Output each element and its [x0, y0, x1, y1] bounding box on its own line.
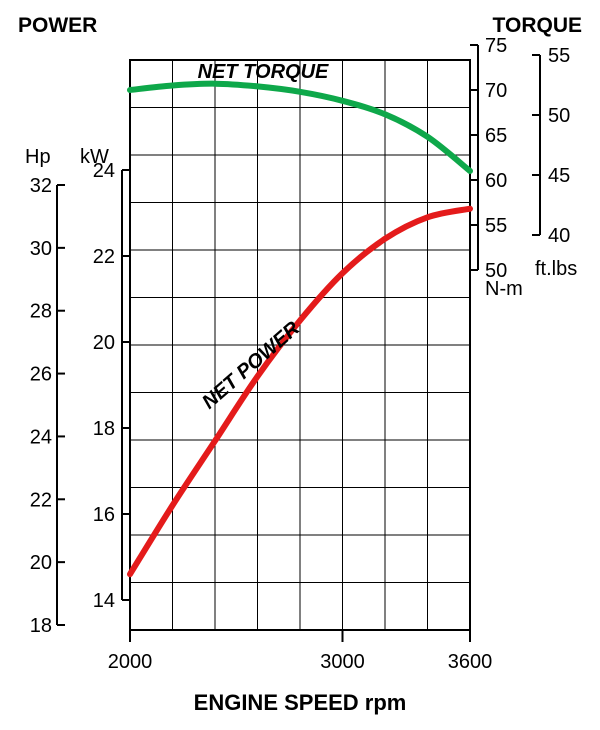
axis-tick-label: 75 — [485, 35, 507, 57]
x-tick-label: 3600 — [448, 651, 493, 673]
axis-tick-label: 24 — [30, 426, 52, 448]
axis-tick-label: 50 — [548, 105, 570, 127]
axis-tick-label: 40 — [548, 225, 570, 247]
axis-tick-label: 60 — [485, 170, 507, 192]
axis-tick-label: 55 — [548, 45, 570, 67]
axis-tick-label: 28 — [30, 301, 52, 323]
axis-tick-label: 30 — [30, 238, 52, 260]
axis-tick-label: 45 — [548, 165, 570, 187]
axis-tick-label: 16 — [93, 504, 115, 526]
axis-tick-label: 20 — [93, 332, 115, 354]
axis-tick-label: 22 — [93, 246, 115, 268]
axis-tick-label: 55 — [485, 215, 507, 237]
axis-header: Hp — [25, 146, 51, 168]
title-torque: TORQUE — [493, 14, 582, 37]
axis-tick-label: 14 — [93, 590, 115, 612]
axis-tick-label: 32 — [30, 175, 52, 197]
axis-tick-label: 20 — [30, 552, 52, 574]
axis-tick-label: 65 — [485, 125, 507, 147]
x-tick-label: 3000 — [320, 651, 365, 673]
axis-tick-label: 18 — [30, 615, 52, 637]
axis-header: kW — [80, 146, 109, 168]
axis-tick-label: 70 — [485, 80, 507, 102]
x-tick-label: 2000 — [108, 651, 153, 673]
title-power: POWER — [18, 14, 97, 37]
chart-svg: 2000300036003230282624222018Hp2422201816… — [0, 0, 600, 730]
axis-tick-label: 22 — [30, 489, 52, 511]
axis-header: ft.lbs — [535, 258, 577, 280]
axis-tick-label: 18 — [93, 418, 115, 440]
title-xaxis: ENGINE SPEED rpm — [194, 690, 407, 715]
axis-header: N-m — [485, 278, 523, 300]
label-net-torque: NET TORQUE — [198, 61, 329, 83]
chart-stage: 2000300036003230282624222018Hp2422201816… — [0, 0, 600, 730]
axis-tick-label: 26 — [30, 364, 52, 386]
